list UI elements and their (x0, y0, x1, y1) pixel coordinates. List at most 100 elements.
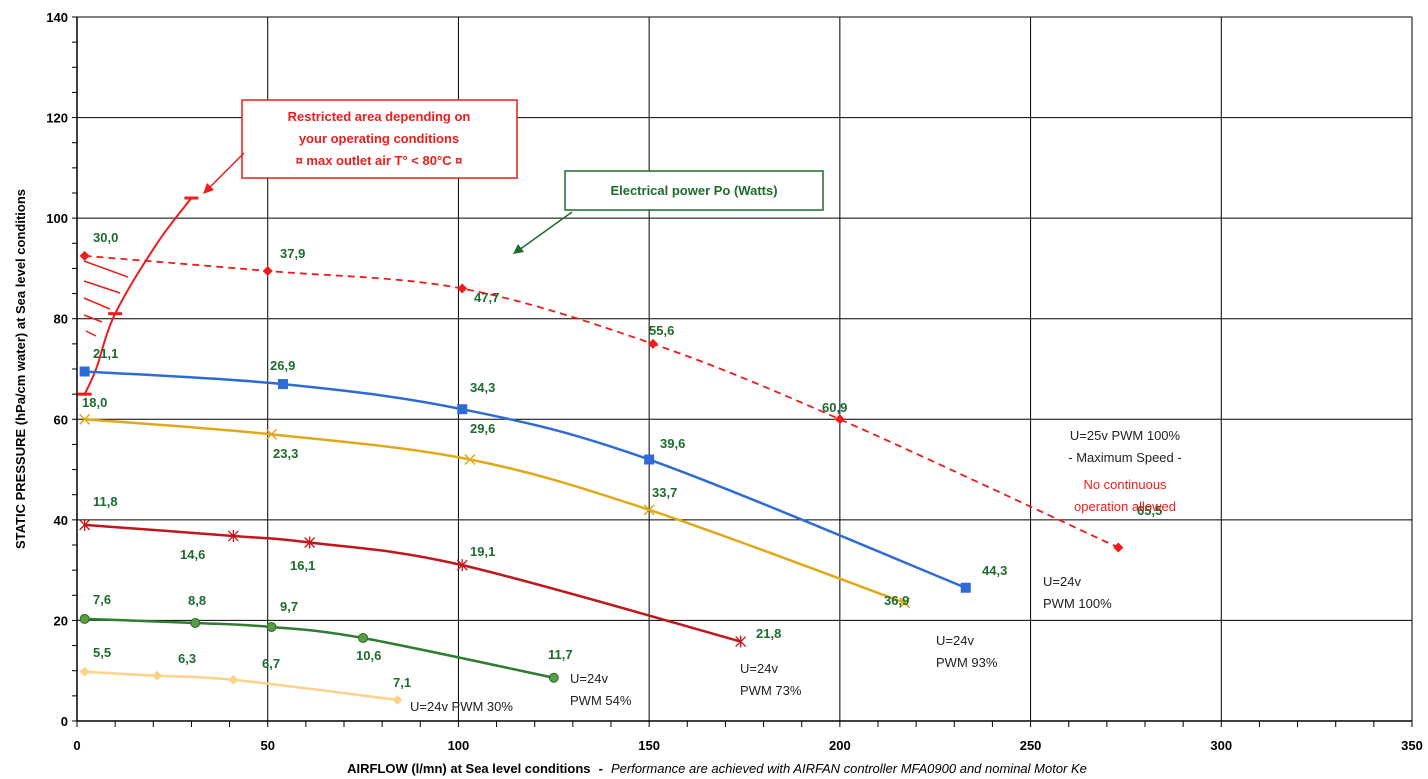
power-value-label: 33,7 (652, 485, 677, 500)
label-max-line2: - Maximum Speed - (1068, 450, 1181, 465)
data-point (262, 265, 273, 276)
power-box-text: Electrical power Po (Watts) (610, 183, 777, 198)
hatch-line (83, 297, 111, 310)
power-value-label: 7,1 (393, 675, 411, 690)
x-tick-label: 350 (1401, 738, 1423, 753)
power-value-label: 8,8 (188, 593, 206, 608)
power-arrow-line (518, 211, 573, 251)
hatch-line (85, 330, 97, 337)
data-point (899, 597, 911, 609)
curves (83, 197, 1119, 702)
y-tick-label: 40 (54, 513, 68, 528)
data-point (79, 613, 90, 624)
data-point (304, 536, 316, 549)
data-point (392, 694, 403, 705)
power-value-label: 29,6 (470, 421, 495, 436)
label-pwm73-line1: U=24v (740, 661, 778, 676)
series-line (84, 254, 1119, 549)
x-tick-label: 250 (1020, 738, 1042, 753)
power-value-label: 55,6 (649, 323, 674, 338)
power-value-label: 65,5 (1137, 503, 1162, 518)
power-value-label: 39,6 (660, 436, 685, 451)
x-tick-label: 200 (829, 738, 851, 753)
label-pwm30-line1: U=24v PWM 30% (410, 699, 513, 714)
power-value-label: 36,9 (884, 593, 909, 608)
data-point (464, 453, 476, 466)
power-arrow-head (513, 244, 524, 254)
data-point (79, 518, 91, 531)
restricted-area-box (241, 99, 518, 179)
label-pwm93-line2: PWM 93% (936, 655, 998, 670)
data-point (548, 672, 559, 683)
y-tick-label: 80 (54, 312, 68, 327)
data-point (79, 413, 91, 425)
x-tick-label: 50 (260, 738, 274, 753)
power-box (564, 170, 824, 211)
power-value-label: 16,1 (290, 558, 315, 573)
label-max-note2: operation allowed (1074, 499, 1176, 514)
restricted-hatch (83, 260, 129, 337)
power-value-label: 44,3 (982, 563, 1007, 578)
power-value-label: 7,6 (93, 592, 111, 607)
markers (77, 196, 1124, 705)
power-value-label: 6,7 (262, 656, 280, 671)
data-point (358, 633, 369, 644)
restricted-arrow-head (203, 183, 214, 194)
series-line (84, 670, 398, 702)
data-point (643, 504, 655, 516)
power-value-label: 11,8 (93, 494, 118, 509)
label-pwm54-line1: U=24v (570, 671, 608, 686)
power-value-label: 10,6 (356, 648, 381, 663)
x-axis-label: AIRFLOW (l/mn) at Sea level conditions (347, 761, 590, 776)
x-axis-title: AIRFLOW (l/mn) at Sea level conditions -… (347, 760, 1087, 777)
restricted-area-line3: ¤ max outlet air T° < 80°C ¤ (296, 153, 463, 168)
x-tick-label: 300 (1210, 738, 1232, 753)
data-point (79, 250, 90, 261)
data-point (457, 283, 468, 294)
power-value-label: 60,9 (822, 400, 847, 415)
axes (72, 16, 1413, 727)
data-point (227, 529, 239, 542)
y-tick-label: 20 (54, 613, 68, 628)
x-axis-separator: - (595, 761, 607, 776)
data-point (79, 366, 90, 377)
power-labels: 30,0 37,9 47,7 55,6 60,9 65,5 21,1 26,9 34,3 39,6… (82, 230, 1162, 690)
label-max-note1: No continuous (1083, 477, 1167, 492)
hatch-line (83, 260, 129, 278)
restricted-area-line2: your operating conditions (299, 131, 459, 146)
power-value-label: 11,7 (548, 647, 573, 662)
power-value-label: 37,9 (280, 246, 305, 261)
label-pwm100-line2: PWM 100% (1043, 596, 1112, 611)
x-axis-note: Performance are achieved with AIRFAN con… (611, 761, 1087, 776)
label-pwm54-line2: PWM 54% (570, 693, 632, 708)
series-line (84, 523, 742, 643)
power-value-label: 21,1 (93, 346, 118, 361)
data-point (834, 414, 845, 425)
series-line (84, 370, 967, 589)
label-max-line1: U=25v PWM 100% (1070, 428, 1181, 443)
power-value-label: 30,0 (93, 230, 118, 245)
data-point (960, 582, 971, 593)
hatch-line (83, 280, 121, 294)
data-point (190, 617, 201, 628)
power-value-label: 47,7 (474, 290, 499, 305)
data-point (228, 674, 239, 685)
data-point (266, 621, 277, 632)
y-tick-label: 0 (61, 714, 68, 729)
data-point (1113, 542, 1124, 553)
data-point (457, 404, 468, 415)
restricted-area-line1: Restricted area depending on (288, 109, 471, 124)
label-pwm73-line2: PWM 73% (740, 683, 802, 698)
label-pwm100-line1: U=24v (1043, 574, 1081, 589)
y-tick-labels: 0 20 40 60 80 100 120 140 (46, 10, 68, 729)
x-tick-label: 100 (448, 738, 470, 753)
data-point (265, 428, 278, 440)
power-value-label: 14,6 (180, 547, 205, 562)
restricted-arrow-line (207, 152, 245, 190)
grid (76, 16, 1413, 722)
power-value-label: 5,5 (93, 645, 111, 660)
data-point (644, 454, 655, 465)
power-value-label: 18,0 (82, 395, 107, 410)
